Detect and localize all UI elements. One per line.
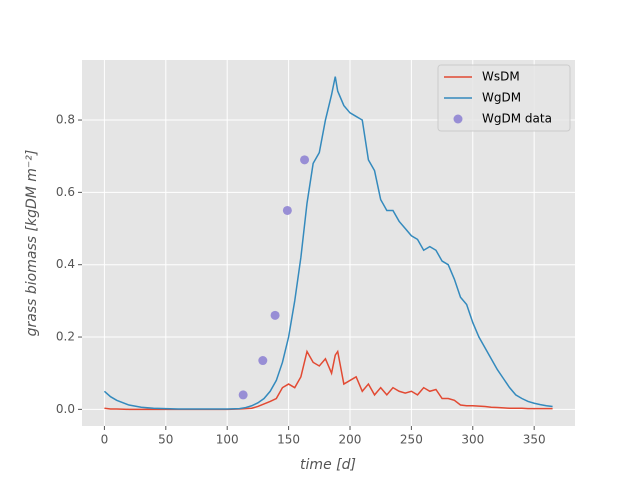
x-tick-label: 350 <box>523 433 546 447</box>
legend-box <box>437 64 571 132</box>
y-label: grass biomass [kgDM m⁻²] <box>24 150 40 337</box>
y-tick-label: 0.8 <box>56 113 75 127</box>
data-point <box>270 310 280 320</box>
grid <box>78 60 575 430</box>
y-tick-label: 0.0 <box>56 402 75 416</box>
legend: WsDM WgDM WgDM data <box>437 64 571 132</box>
x-tick-label: 200 <box>339 433 362 447</box>
x-tick-label: 100 <box>216 433 239 447</box>
x-label: time [d] <box>300 457 356 473</box>
x-tick-label: 0 <box>101 433 109 447</box>
legend-swatch <box>453 114 463 124</box>
data-point <box>300 155 310 165</box>
x-tick-label: 300 <box>461 433 484 447</box>
y-tick-label: 0.6 <box>56 185 75 199</box>
line <box>103 76 553 410</box>
data-point <box>238 390 248 400</box>
x-tick-label: 250 <box>400 433 423 447</box>
legend-label: WsDM <box>482 70 520 84</box>
y-tick-label: 0.4 <box>56 257 75 271</box>
x-tick-label: 50 <box>158 433 173 447</box>
data-point <box>282 205 292 215</box>
marks <box>103 76 553 411</box>
x-tick-label: 150 <box>277 433 300 447</box>
legend-label: WgDM <box>482 91 521 105</box>
legend-label: WgDM data <box>482 112 552 126</box>
y-tick-label: 0.2 <box>56 330 75 344</box>
data-point <box>258 356 268 366</box>
